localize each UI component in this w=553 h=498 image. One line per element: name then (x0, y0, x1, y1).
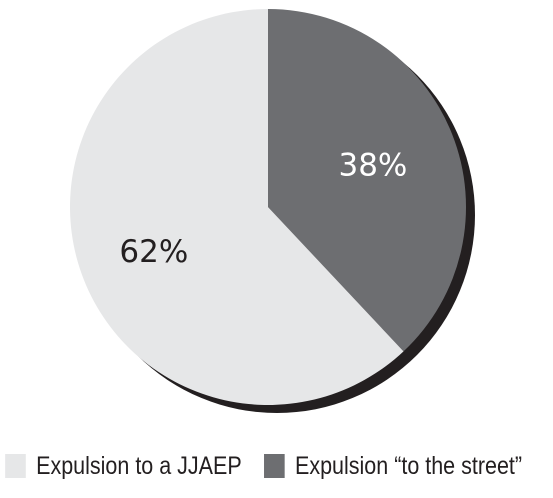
pie-slices (69, 9, 466, 405)
pie-chart: 38% 62% (69, 9, 475, 413)
pie-value-labels: 38% 62% (119, 147, 407, 270)
legend-label-street: Expulsion “to the street” (294, 451, 523, 480)
legend-label-jjaep: Expulsion to a JJAEP (36, 451, 242, 480)
pie-label-jjaep: 62% (119, 234, 188, 270)
pie-slice-street (268, 9, 466, 352)
legend-swatch-street (264, 454, 285, 478)
pie-slice-jjaep (69, 9, 404, 405)
legend-item-jjaep: Expulsion to a JJAEP (5, 452, 242, 481)
chart-legend: Expulsion to a JJAEP Expulsion “to the s… (0, 446, 522, 486)
pie-label-street: 38% (338, 147, 407, 183)
legend-swatch-jjaep (5, 454, 26, 478)
legend-item-street: Expulsion “to the street” (264, 452, 522, 481)
